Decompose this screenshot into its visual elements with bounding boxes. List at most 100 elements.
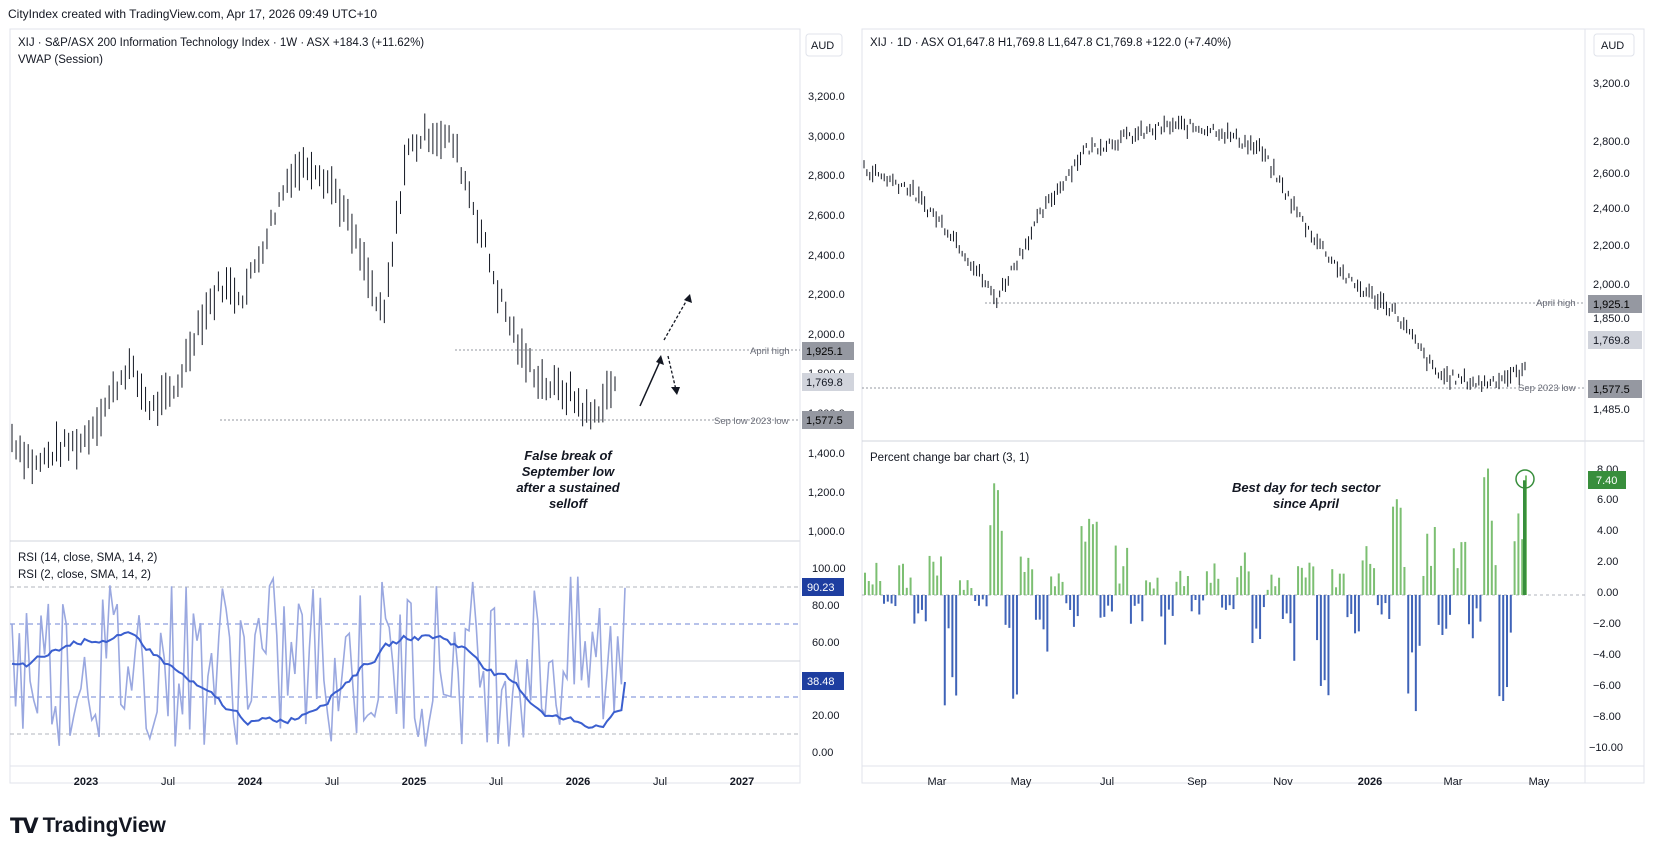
- right-currency-label: AUD: [1601, 40, 1624, 52]
- pct-change-bar: [1186, 576, 1189, 595]
- tradingview-wordmark: TradingView: [42, 814, 166, 837]
- pct-change-bar: [974, 595, 977, 601]
- pct-change-bar: [1354, 595, 1357, 634]
- left-indicator-label: VWAP (Session): [18, 54, 103, 66]
- pct-change-bar: [1221, 595, 1224, 608]
- pct-change-bar: [977, 595, 980, 606]
- pct-change-bar: [909, 577, 912, 595]
- pct-change-bar: [932, 561, 935, 595]
- pct-change-bar: [981, 595, 984, 600]
- pct-change-bar: [1373, 568, 1376, 595]
- pct-change-bar: [1517, 513, 1520, 595]
- pct-change-bar: [1103, 595, 1106, 617]
- right-price-tick: 2,400.0: [1593, 203, 1630, 215]
- credit-text: CityIndex created with TradingView.com, …: [8, 7, 377, 21]
- left-chart-title: XIJ · S&P/ASX 200 Information Technology…: [18, 37, 424, 49]
- pct-change-bar: [1137, 595, 1140, 604]
- left-price-tick: 2,600.0: [808, 210, 845, 222]
- pct-change-bar: [1243, 552, 1246, 595]
- pct-change-bar: [1099, 595, 1102, 618]
- right-last-price-badge: [1588, 331, 1642, 349]
- right-time-axis: Mar May Jul Sep Nov 2026 Mar May: [928, 776, 1550, 788]
- pct-change-bar: [1171, 595, 1174, 616]
- left-time-tick: Jul: [325, 776, 339, 788]
- pct-change-bar: [1399, 507, 1402, 595]
- pct-change-bar: [936, 575, 939, 595]
- pct-change-bar: [1293, 595, 1296, 661]
- pct-change-bar: [1411, 595, 1414, 653]
- pct-change-bar: [1437, 595, 1440, 625]
- pct-change-bar: [1069, 595, 1072, 610]
- bearish-scenario-arrow: [667, 355, 677, 391]
- pct-change-bar: [1122, 566, 1125, 595]
- pct-change-bar: [1019, 556, 1022, 595]
- bullish-arrowhead: [684, 294, 692, 303]
- tradingview-logo[interactable]: TV TradingView: [10, 814, 166, 838]
- pct-change-bar: [1145, 580, 1148, 595]
- annotation-line-4: selloff: [549, 496, 589, 511]
- rsi-tick: 0.00: [812, 747, 833, 759]
- pct-change-bar: [1167, 595, 1170, 610]
- pct-change-bar: [1126, 547, 1129, 595]
- pct-change-bar: [1175, 581, 1178, 595]
- pct-change-bar: [1422, 575, 1425, 595]
- pct-change-bar: [1141, 595, 1144, 622]
- pct-change-bar: [989, 525, 992, 595]
- pct-change-bar: [1335, 587, 1338, 595]
- pct-change-bar: [1281, 595, 1284, 619]
- pct-change-bar: [1403, 566, 1406, 595]
- right-april-high-badge: [1588, 295, 1642, 313]
- best-day-marker: [1515, 469, 1535, 489]
- left-currency-button[interactable]: [805, 33, 843, 57]
- right-time-tick: Jul: [1100, 776, 1114, 788]
- pct-change-bar: [1346, 595, 1349, 618]
- pct-change-bar: [970, 588, 973, 595]
- pct-change-bar: [1266, 589, 1269, 595]
- rsi-tick: 80.00: [812, 600, 840, 612]
- pct-change-bar: [1331, 569, 1334, 595]
- annotation-line-3: after a sustained: [516, 480, 620, 495]
- pct-tick: −2.00: [1593, 618, 1621, 630]
- pct-change-bar: [1160, 595, 1163, 617]
- left-price-tick: 2,200.0: [808, 289, 845, 301]
- tradingview-mark-icon: TV: [10, 814, 39, 838]
- right-price-tick: 1,850.0: [1593, 313, 1630, 325]
- pct-annotation-line-1: Best day for tech sector: [1232, 480, 1381, 495]
- pct-change-bar: [1217, 578, 1220, 595]
- pct-change-bar: [1498, 595, 1501, 697]
- right-time-tick: Mar: [928, 776, 947, 788]
- pct-change-bar: [1228, 595, 1231, 606]
- pct-change-bar: [947, 595, 950, 629]
- right-sep-low-label: Sep 2023 low: [1518, 383, 1576, 394]
- left-last-price-badge: [802, 373, 854, 391]
- right-sep-low-badge: [1588, 380, 1642, 398]
- april-high-badge: [802, 342, 854, 360]
- pct-tick: 2.00: [1597, 556, 1618, 568]
- pct-change-bar: [1494, 565, 1497, 595]
- annotation-line-1: False break of: [524, 448, 613, 463]
- pct-change-bar: [1065, 595, 1068, 604]
- pct-change-bar: [1487, 468, 1490, 595]
- pct-change-bar: [1380, 595, 1383, 615]
- left-time-tick: 2026: [566, 776, 590, 788]
- pct-change-bar: [1464, 541, 1467, 595]
- pct-change-bar: [985, 595, 988, 607]
- pct-change-bar: [962, 589, 965, 595]
- pct-annotation-line-2: since April: [1273, 496, 1339, 511]
- pct-change-bar: [1513, 541, 1516, 595]
- pct-change-bar: [1031, 569, 1034, 595]
- pct-change-bar: [1194, 595, 1197, 601]
- pct-change-bar: [1361, 560, 1364, 595]
- right-currency-button[interactable]: [1593, 33, 1635, 57]
- left-time-tick: Jul: [653, 776, 667, 788]
- pct-change-bar: [886, 595, 889, 602]
- pct-tick: 0.00: [1597, 587, 1618, 599]
- pct-value: 7.40: [1596, 475, 1617, 487]
- left-price-tick: 3,000.0: [808, 131, 845, 143]
- pct-change-bar: [955, 595, 958, 696]
- rsi14-value-badge: [802, 672, 844, 690]
- pct-change-bar: [1259, 595, 1262, 640]
- left-price-tick: 2,400.0: [808, 250, 845, 262]
- pct-change-bar: [943, 595, 946, 706]
